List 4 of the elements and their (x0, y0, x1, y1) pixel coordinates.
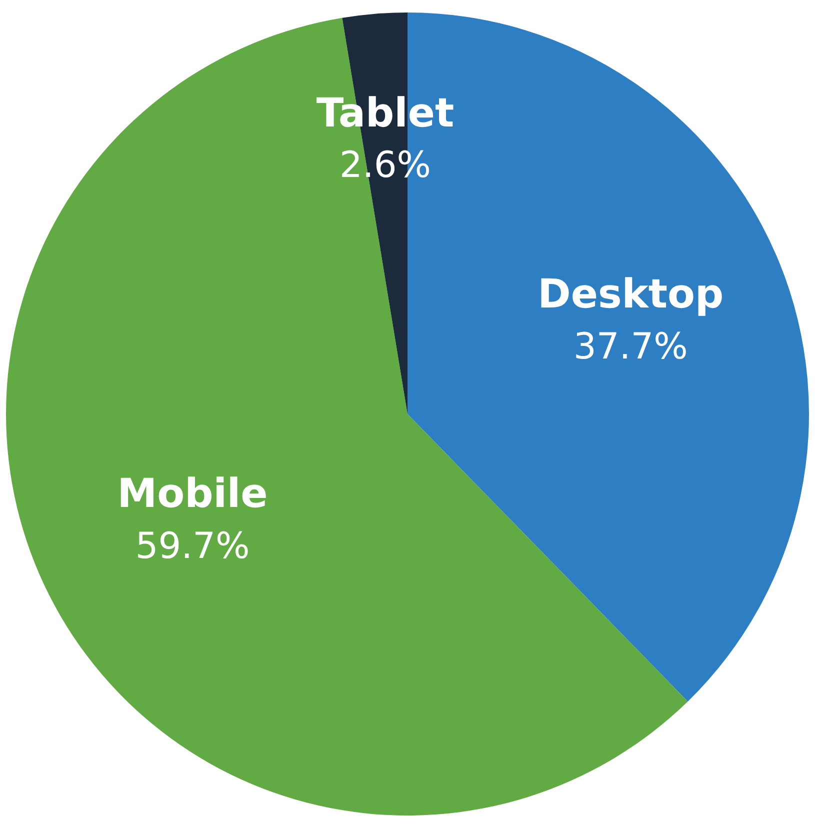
slice-label: Desktop (538, 272, 724, 318)
slice-label: Mobile (117, 471, 268, 518)
data-label: 59.7% (135, 526, 250, 568)
data-label: 37.7% (573, 326, 688, 368)
